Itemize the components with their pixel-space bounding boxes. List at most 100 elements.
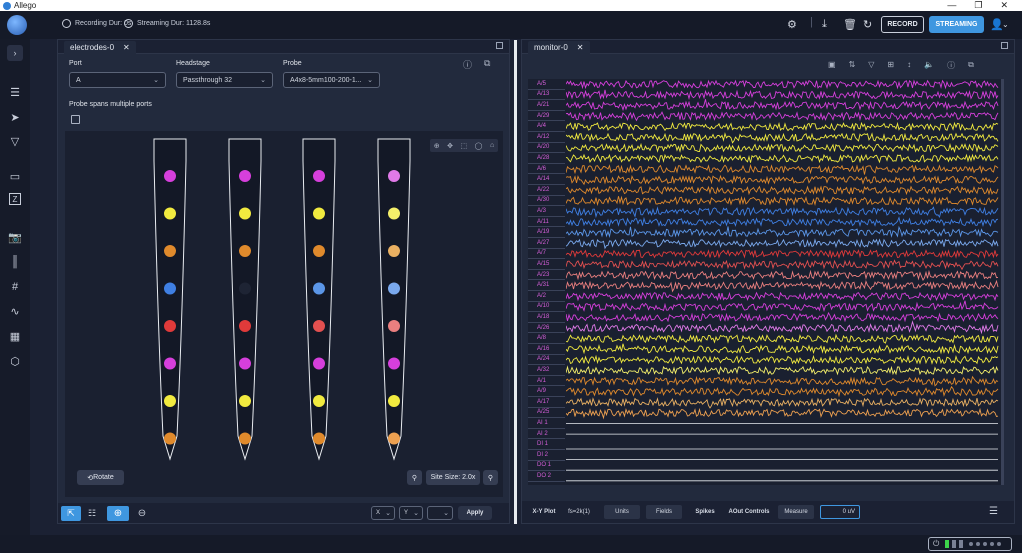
apply-button[interactable]: Apply: [458, 506, 492, 520]
electrode-site[interactable]: [313, 395, 325, 407]
channel-label[interactable]: A/16: [528, 344, 565, 355]
zoom-out-site-button[interactable]: ⚲: [407, 470, 422, 485]
channel-label[interactable]: A/13: [528, 90, 565, 101]
remove-button[interactable]: ⊖: [134, 506, 150, 521]
maximize-icon[interactable]: [496, 42, 503, 49]
channel-label[interactable]: A/31: [528, 280, 565, 291]
channel-label[interactable]: A/19: [528, 227, 565, 238]
electrode-site[interactable]: [313, 170, 325, 182]
trace-scrollbar[interactable]: [1001, 79, 1004, 485]
refresh-icon[interactable]: ↻: [863, 19, 873, 31]
impedance-icon[interactable]: Z: [9, 193, 21, 205]
filter-icon[interactable]: ▽: [10, 135, 20, 148]
channel-label[interactable]: AI 2: [528, 429, 565, 440]
channel-label[interactable]: A/27: [528, 238, 565, 249]
electrode-site[interactable]: [313, 245, 325, 257]
monitor-icon[interactable]: ▭: [9, 170, 21, 183]
menu-icon[interactable]: ☰: [989, 506, 998, 517]
measure-button[interactable]: Measure: [778, 505, 814, 519]
trash-icon[interactable]: 🗑: [843, 19, 857, 31]
electrode-site[interactable]: [164, 207, 176, 220]
fields-button[interactable]: Fields: [646, 505, 682, 519]
channel-label[interactable]: A/18: [528, 312, 565, 323]
add-button[interactable]: ⊕: [107, 506, 129, 521]
pulse-icon[interactable]: ∿: [10, 305, 20, 318]
chevron-down-icon[interactable]: ⌄: [1002, 20, 1009, 29]
port-select[interactable]: A ⌄: [69, 72, 166, 88]
channel-label[interactable]: A/14: [528, 174, 565, 185]
filter-icon[interactable]: ▽: [868, 60, 875, 69]
help-icon[interactable]: ⓘ: [463, 60, 473, 70]
channel-label[interactable]: A/28: [528, 153, 565, 164]
electrode-site[interactable]: [313, 282, 325, 295]
channel-label[interactable]: A/26: [528, 323, 565, 334]
popout-icon[interactable]: ⧉: [484, 58, 491, 68]
restore-icon[interactable]: ❐: [974, 0, 983, 10]
channel-label[interactable]: AI 1: [528, 418, 565, 429]
home-icon[interactable]: ⌂: [489, 142, 495, 149]
electrode-site[interactable]: [313, 207, 325, 220]
channel-label[interactable]: A/10: [528, 302, 565, 313]
streaming-button[interactable]: STREAMING: [929, 16, 984, 33]
channel-label[interactable]: A/24: [528, 355, 565, 366]
electrode-site[interactable]: [313, 432, 325, 445]
minimize-icon[interactable]: —: [947, 0, 957, 10]
electrode-site[interactable]: [388, 357, 400, 370]
channel-label[interactable]: A/11: [528, 217, 565, 228]
electrode-site[interactable]: [164, 357, 176, 370]
electrode-site[interactable]: [313, 357, 325, 370]
y-select[interactable]: Y ⌄: [399, 506, 423, 520]
grid-icon[interactable]: ⊞: [887, 60, 895, 69]
channel-label[interactable]: A/4: [528, 121, 565, 132]
tab-electrodes[interactable]: electrodes-0 ✕: [64, 41, 136, 54]
electrode-site[interactable]: [239, 245, 251, 257]
trace-area[interactable]: A/5 A/13 A/21 A/29 A/4 A/12 A/20 A/28 A/6 A/14 A/2…: [528, 79, 1003, 485]
channel-label[interactable]: A/23: [528, 270, 565, 281]
sort-icon[interactable]: ⇅: [848, 60, 856, 69]
electrode-site[interactable]: [388, 170, 400, 182]
height-icon[interactable]: ↕: [907, 60, 912, 69]
electrode-site[interactable]: [388, 245, 400, 257]
electrode-site[interactable]: [164, 245, 176, 257]
close-icon[interactable]: ✕: [1000, 0, 1008, 10]
electrode-site[interactable]: [239, 395, 251, 407]
download-icon[interactable]: ⤓: [822, 18, 827, 30]
channel-label[interactable]: A/3: [528, 206, 565, 217]
sliders-icon[interactable]: ☰: [10, 86, 20, 99]
electrode-site[interactable]: [164, 320, 176, 332]
apps-icon[interactable]: ▦: [9, 330, 21, 343]
electrode-site[interactable]: [239, 170, 251, 182]
electrode-site[interactable]: [239, 432, 251, 445]
zoom-in-site-button[interactable]: ⚲: [483, 470, 498, 485]
probe-view[interactable]: ⊕ ✥ ⬚ ◯ ⌂ ⟲ Rotate ⚲ Site Size: 2.0x ⚲: [65, 131, 503, 497]
pan-icon[interactable]: ✥: [447, 142, 453, 150]
probe-select[interactable]: A4x8-5mm100-200-1... ⌄: [283, 72, 380, 88]
electrode-site[interactable]: [239, 207, 251, 220]
tab-monitor[interactable]: monitor-0 ✕: [528, 41, 590, 54]
select-tool-button[interactable]: ⇱: [61, 506, 81, 521]
electrode-site[interactable]: [388, 432, 400, 445]
hash-icon[interactable]: #: [11, 281, 19, 293]
electrode-site[interactable]: [388, 395, 400, 407]
list-tool-button[interactable]: ☷: [84, 506, 100, 521]
zoom-icon[interactable]: ⊕: [433, 142, 440, 150]
channel-label[interactable]: A/5: [528, 79, 565, 90]
channel-label[interactable]: A/8: [528, 333, 565, 344]
channel-label[interactable]: A/6: [528, 164, 565, 175]
electrode-site[interactable]: [388, 282, 400, 295]
user-icon[interactable]: 👤: [990, 19, 1004, 31]
xy-plot-button[interactable]: X-Y Plot: [532, 509, 556, 515]
electrode-site[interactable]: [164, 432, 176, 445]
electrode-site[interactable]: [313, 320, 325, 332]
channel-label[interactable]: A/12: [528, 132, 565, 143]
electrode-site[interactable]: [388, 320, 400, 332]
electrode-site[interactable]: [239, 320, 251, 332]
channel-label[interactable]: A/15: [528, 259, 565, 270]
aout-controls-button[interactable]: AOut Controls: [728, 509, 770, 515]
channel-label[interactable]: DI 1: [528, 439, 565, 450]
channel-label[interactable]: A/1: [528, 376, 565, 387]
camera-icon[interactable]: 📷: [8, 231, 22, 244]
electrode-site[interactable]: [239, 282, 251, 295]
channel-label[interactable]: DO 1: [528, 461, 565, 472]
record-button[interactable]: RECORD: [881, 16, 924, 33]
